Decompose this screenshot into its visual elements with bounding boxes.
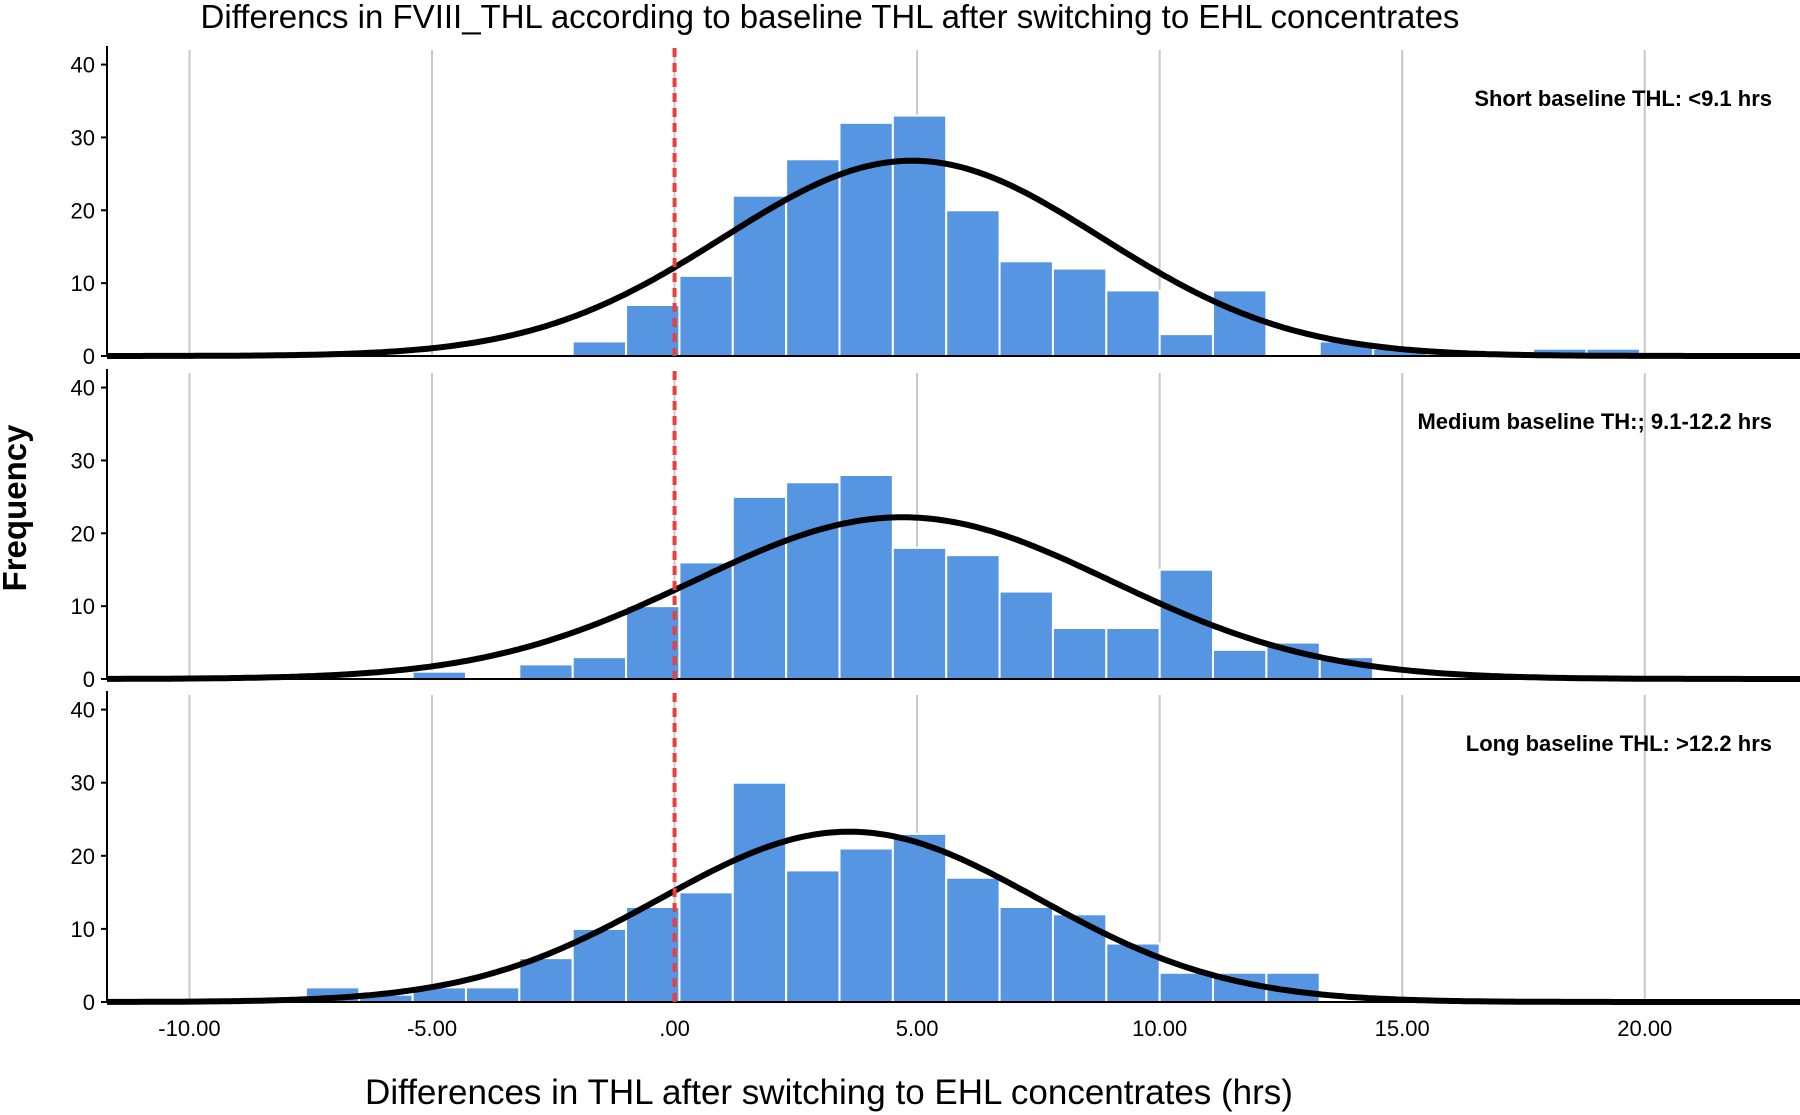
histogram-bar xyxy=(518,957,574,1004)
x-tick-label: 15.00 xyxy=(1375,1016,1430,1041)
histogram-bar xyxy=(731,781,788,1004)
histogram-bar xyxy=(1212,289,1268,357)
y-tick-label: 0 xyxy=(83,344,95,369)
histogram-bar xyxy=(571,656,628,681)
normal-curve xyxy=(107,157,1800,359)
panel-label: Short baseline THL: <9.1 hrs xyxy=(1474,86,1772,111)
histogram-bar xyxy=(945,209,1001,357)
histogram-bar xyxy=(1105,289,1161,357)
histogram-bar xyxy=(571,340,628,357)
histogram-bar xyxy=(678,891,734,1003)
y-tick-label: 0 xyxy=(83,990,95,1015)
y-tick-label: 10 xyxy=(71,271,95,296)
histogram-bar xyxy=(891,832,948,1004)
x-tick-label: 10.00 xyxy=(1132,1016,1187,1041)
y-tick-label: 20 xyxy=(71,844,95,869)
x-tick-label: 5.00 xyxy=(896,1016,939,1041)
histogram-bar xyxy=(678,274,734,358)
histogram-bar xyxy=(1105,627,1161,680)
histogram-bar xyxy=(464,986,521,1004)
panels: 0 10 20 30 40 Short baseline THL: <9.1 hrs 0 10… xyxy=(71,46,1800,1015)
histogram-bar xyxy=(998,905,1054,1004)
y-tick-label: 20 xyxy=(71,521,95,546)
histogram-bar xyxy=(838,847,894,1003)
histogram-bar xyxy=(785,481,841,680)
x-tick-labels: -10.00 -5.00 .00 5.00 10.00 15.00 20.00 xyxy=(158,1016,1672,1041)
x-axis-label: Differences in THL after switching to EH… xyxy=(365,1073,1293,1112)
histogram-bar xyxy=(625,905,681,1004)
panel-2: 0 10 20 30 40 Medium baseline TH:; 9.1-12.2 h… xyxy=(71,369,1800,692)
histogram-bar xyxy=(411,670,467,681)
histogram-bar xyxy=(891,114,948,357)
y-tick-label: 40 xyxy=(71,376,95,401)
histogram-bar xyxy=(625,304,681,357)
histogram-bar xyxy=(1212,648,1268,680)
histogram-bar xyxy=(1051,627,1108,680)
normal-curve xyxy=(107,514,1800,682)
normal-curve xyxy=(107,828,1800,1005)
y-tick-label: 10 xyxy=(71,917,95,942)
histogram-bar xyxy=(838,474,894,680)
x-tick-label: -5.00 xyxy=(407,1016,457,1041)
histogram-bar xyxy=(678,561,734,681)
y-tick-label: 20 xyxy=(71,198,95,223)
histogram-bar xyxy=(891,546,948,680)
histogram-bar xyxy=(998,260,1054,357)
histogram-bar xyxy=(945,876,1001,1003)
y-axis-label: Frequency xyxy=(0,424,33,592)
histogram-bar xyxy=(945,554,1001,681)
histogram-bar xyxy=(731,194,788,357)
x-tick-label: .00 xyxy=(659,1016,690,1041)
y-tick-label: 10 xyxy=(71,594,95,619)
histogram-bar xyxy=(785,869,841,1004)
panel-1: 0 10 20 30 40 Short baseline THL: <9.1 hrs xyxy=(71,46,1800,369)
histogram-bar xyxy=(731,495,788,680)
histogram-bar xyxy=(1158,333,1215,357)
y-tick-label: 40 xyxy=(71,53,95,78)
chart-title: Differencs in FVIII_THL according to bas… xyxy=(201,0,1460,35)
histogram-bar xyxy=(625,605,681,681)
histogram-bar xyxy=(1051,267,1108,358)
x-tick-label: 20.00 xyxy=(1617,1016,1672,1041)
y-tick-label: 40 xyxy=(71,698,95,723)
histogram-bar xyxy=(518,663,574,681)
y-tick-label: 30 xyxy=(71,125,95,150)
y-tick-label: 0 xyxy=(83,667,95,692)
panel-label: Medium baseline TH:; 9.1-12.2 hrs xyxy=(1417,409,1772,434)
histogram-bar xyxy=(838,121,894,357)
x-tick-label: -10.00 xyxy=(158,1016,220,1041)
histogram-bar xyxy=(1158,971,1215,1003)
panel-label: Long baseline THL: >12.2 hrs xyxy=(1466,731,1772,756)
y-tick-label: 30 xyxy=(71,448,95,473)
panel-3: 0 10 20 30 40 Long baseline THL: >12.2 hrs xyxy=(71,691,1800,1015)
histogram-bar xyxy=(998,590,1054,680)
y-tick-label: 30 xyxy=(71,771,95,796)
